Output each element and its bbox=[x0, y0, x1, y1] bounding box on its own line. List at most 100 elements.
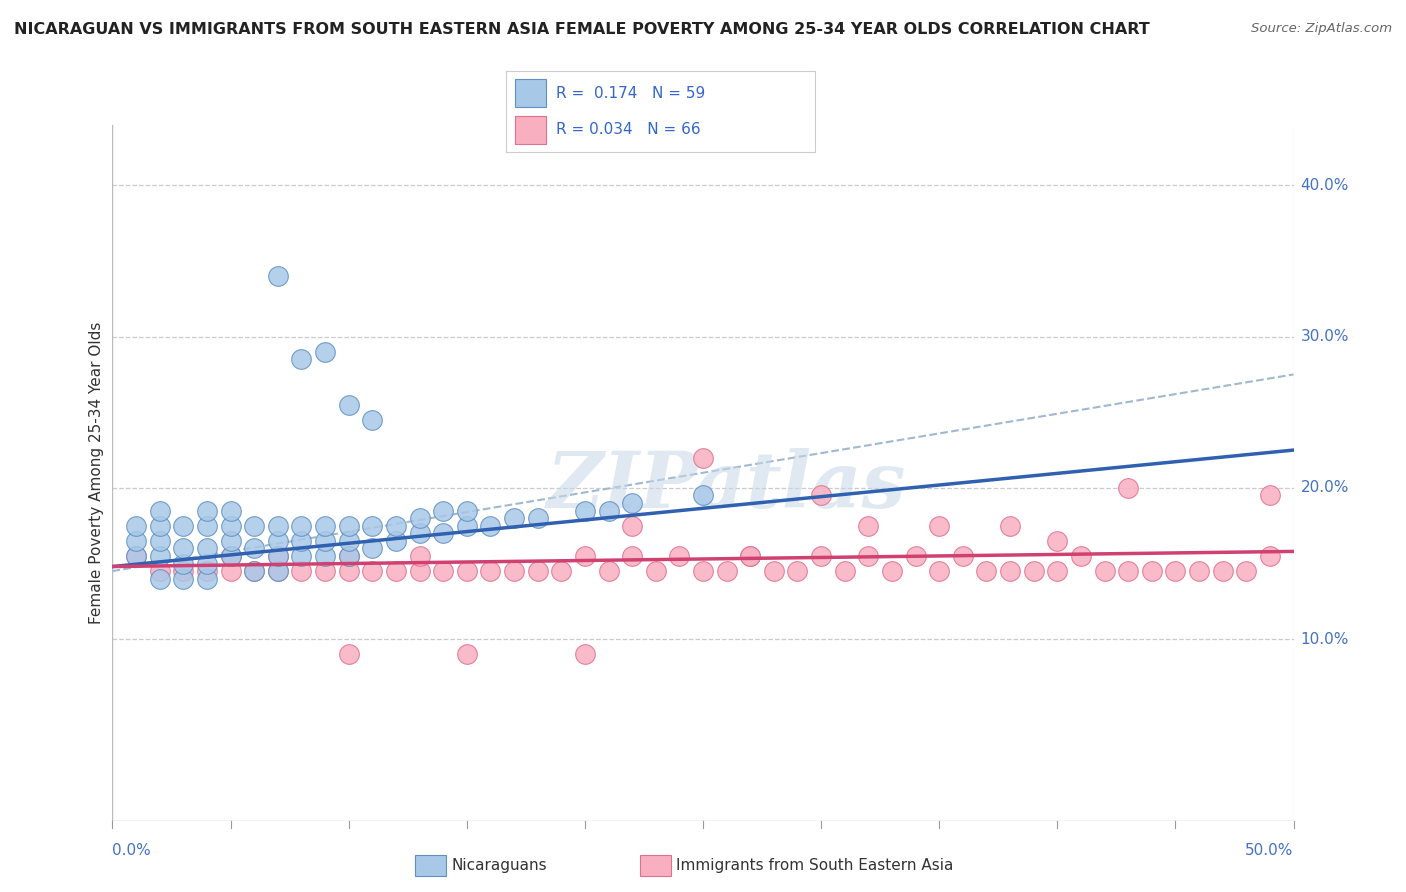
Point bbox=[337, 533, 360, 548]
Point bbox=[456, 564, 478, 578]
Point bbox=[998, 564, 1021, 578]
Text: R = 0.034   N = 66: R = 0.034 N = 66 bbox=[555, 122, 700, 137]
Point bbox=[149, 518, 172, 533]
Text: 20.0%: 20.0% bbox=[1301, 481, 1348, 495]
Point bbox=[172, 557, 194, 571]
Point bbox=[1258, 549, 1281, 563]
Point bbox=[195, 572, 218, 586]
Point bbox=[858, 518, 880, 533]
Point bbox=[1046, 564, 1069, 578]
Point bbox=[976, 564, 998, 578]
Point bbox=[952, 549, 974, 563]
Text: NICARAGUAN VS IMMIGRANTS FROM SOUTH EASTERN ASIA FEMALE POVERTY AMONG 25-34 YEAR: NICARAGUAN VS IMMIGRANTS FROM SOUTH EAST… bbox=[14, 22, 1150, 37]
Point bbox=[692, 450, 714, 465]
Point bbox=[810, 488, 832, 502]
Point bbox=[1234, 564, 1257, 578]
Point bbox=[503, 564, 526, 578]
Text: 40.0%: 40.0% bbox=[1301, 178, 1348, 193]
Point bbox=[314, 518, 336, 533]
Point bbox=[267, 564, 290, 578]
Point bbox=[834, 564, 856, 578]
Text: Immigrants from South Eastern Asia: Immigrants from South Eastern Asia bbox=[676, 858, 953, 872]
Point bbox=[810, 549, 832, 563]
Point bbox=[1212, 564, 1234, 578]
Point bbox=[456, 518, 478, 533]
Point bbox=[762, 564, 785, 578]
Point bbox=[314, 549, 336, 563]
Point bbox=[195, 557, 218, 571]
Point bbox=[621, 518, 644, 533]
Point bbox=[621, 549, 644, 563]
Point bbox=[172, 518, 194, 533]
Point bbox=[337, 647, 360, 661]
Point bbox=[408, 549, 430, 563]
Point bbox=[243, 564, 266, 578]
Point bbox=[526, 564, 548, 578]
Point bbox=[692, 488, 714, 502]
Point bbox=[479, 518, 502, 533]
Point bbox=[740, 549, 762, 563]
Point bbox=[195, 503, 218, 517]
Point bbox=[644, 564, 666, 578]
Point bbox=[361, 541, 384, 556]
Point bbox=[1164, 564, 1187, 578]
Point bbox=[668, 549, 690, 563]
Point bbox=[337, 549, 360, 563]
Point bbox=[267, 518, 290, 533]
Point bbox=[432, 564, 454, 578]
Point bbox=[267, 549, 290, 563]
Point bbox=[1140, 564, 1163, 578]
Point bbox=[125, 533, 148, 548]
Point bbox=[692, 564, 714, 578]
Point bbox=[1258, 488, 1281, 502]
Point bbox=[337, 549, 360, 563]
Point bbox=[1070, 549, 1092, 563]
Point bbox=[195, 518, 218, 533]
Text: 10.0%: 10.0% bbox=[1301, 632, 1348, 647]
Point bbox=[361, 518, 384, 533]
Point bbox=[172, 572, 194, 586]
Point bbox=[290, 533, 312, 548]
Text: ZIPatlas: ZIPatlas bbox=[547, 449, 907, 524]
Point bbox=[408, 511, 430, 525]
Point bbox=[290, 518, 312, 533]
Text: 0.0%: 0.0% bbox=[112, 843, 152, 858]
Y-axis label: Female Poverty Among 25-34 Year Olds: Female Poverty Among 25-34 Year Olds bbox=[89, 322, 104, 624]
Point bbox=[880, 564, 903, 578]
Bar bbox=[516, 116, 547, 144]
Point bbox=[503, 511, 526, 525]
Point bbox=[456, 503, 478, 517]
Point bbox=[267, 533, 290, 548]
Point bbox=[385, 518, 408, 533]
Text: R =  0.174   N = 59: R = 0.174 N = 59 bbox=[555, 86, 704, 101]
Point bbox=[290, 564, 312, 578]
Point bbox=[1116, 564, 1139, 578]
Point bbox=[456, 647, 478, 661]
Point bbox=[1094, 564, 1116, 578]
Point bbox=[195, 564, 218, 578]
Point bbox=[1116, 481, 1139, 495]
Point bbox=[479, 564, 502, 578]
Point bbox=[267, 269, 290, 284]
Point bbox=[550, 564, 572, 578]
Point bbox=[526, 511, 548, 525]
Point bbox=[290, 549, 312, 563]
Point bbox=[337, 518, 360, 533]
Point bbox=[574, 549, 596, 563]
Point bbox=[149, 503, 172, 517]
Point bbox=[928, 564, 950, 578]
Point bbox=[858, 549, 880, 563]
Text: 50.0%: 50.0% bbox=[1246, 843, 1294, 858]
Point bbox=[928, 518, 950, 533]
Point bbox=[149, 549, 172, 563]
Point bbox=[219, 549, 242, 563]
Point bbox=[598, 564, 620, 578]
Point bbox=[786, 564, 808, 578]
Text: 30.0%: 30.0% bbox=[1301, 329, 1348, 344]
Point bbox=[290, 352, 312, 367]
Point bbox=[1046, 533, 1069, 548]
Point bbox=[337, 398, 360, 412]
Point bbox=[385, 564, 408, 578]
Point bbox=[716, 564, 738, 578]
Point bbox=[1188, 564, 1211, 578]
